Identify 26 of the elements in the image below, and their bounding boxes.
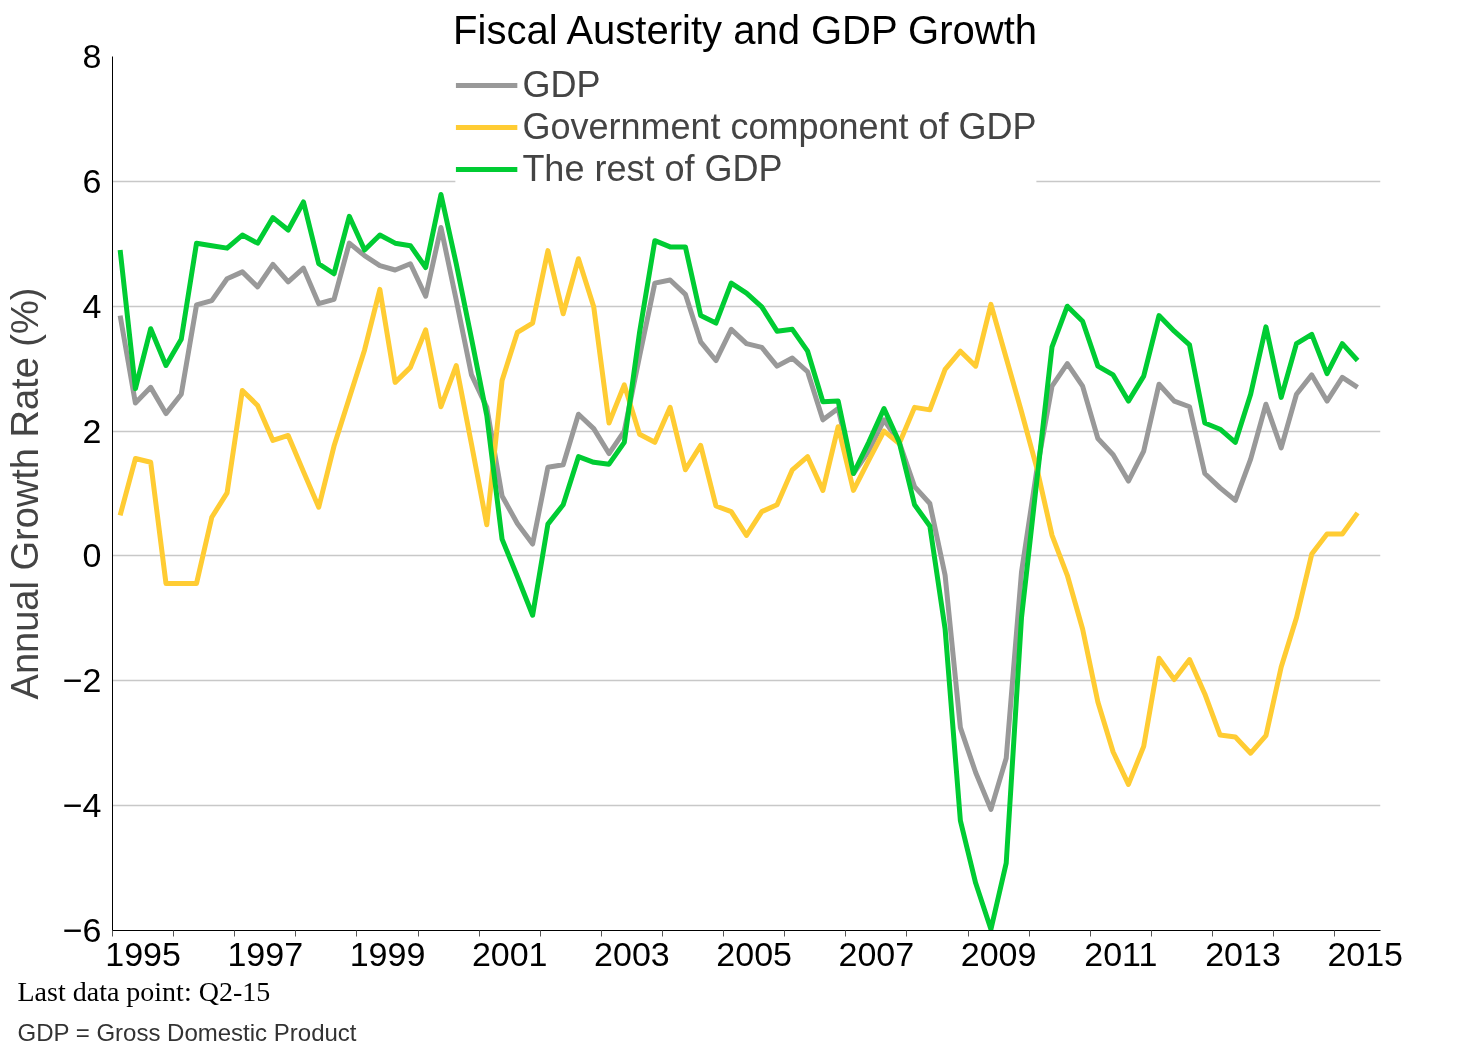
y-tick-label: 8 <box>82 37 102 75</box>
x-tick-label: 2005 <box>716 934 792 973</box>
x-tick-label: 2007 <box>838 934 915 973</box>
x-tick-label: 2001 <box>471 934 548 973</box>
x-tick-label: 2015 <box>1327 934 1404 973</box>
text: Last data point: Q2-15 <box>17 975 271 1007</box>
x-tick-label: 2009 <box>960 934 1037 973</box>
x-tick-label: 2011 <box>1084 934 1158 973</box>
y-tick-label: −2 <box>62 661 102 700</box>
y-tick-label: 4 <box>82 286 102 325</box>
x-tick-label: 1997 <box>227 934 304 973</box>
y-tick-label: 6 <box>82 161 102 200</box>
y-tick-label: 0 <box>82 536 102 575</box>
x-tick-label: 1999 <box>349 934 426 973</box>
chart-title: Fiscal Austerity and GDP Growth <box>453 7 1038 52</box>
x-tick-label: 2003 <box>594 934 670 973</box>
y-tick-label: −4 <box>62 786 102 825</box>
text: GDP = Gross Domestic Product <box>17 1018 357 1046</box>
legend-label: GDP <box>522 64 601 106</box>
x-tick-label: 1995 <box>105 934 181 973</box>
y-tick-label: −6 <box>62 911 102 949</box>
x-tick-label: 2013 <box>1205 934 1281 973</box>
legend-label: Government component of GDP <box>522 106 1037 148</box>
legend-label: The rest of GDP <box>522 148 783 190</box>
y-tick-label: 2 <box>82 411 102 450</box>
y-axis-title: Annual Growth Rate (%) <box>3 287 46 700</box>
